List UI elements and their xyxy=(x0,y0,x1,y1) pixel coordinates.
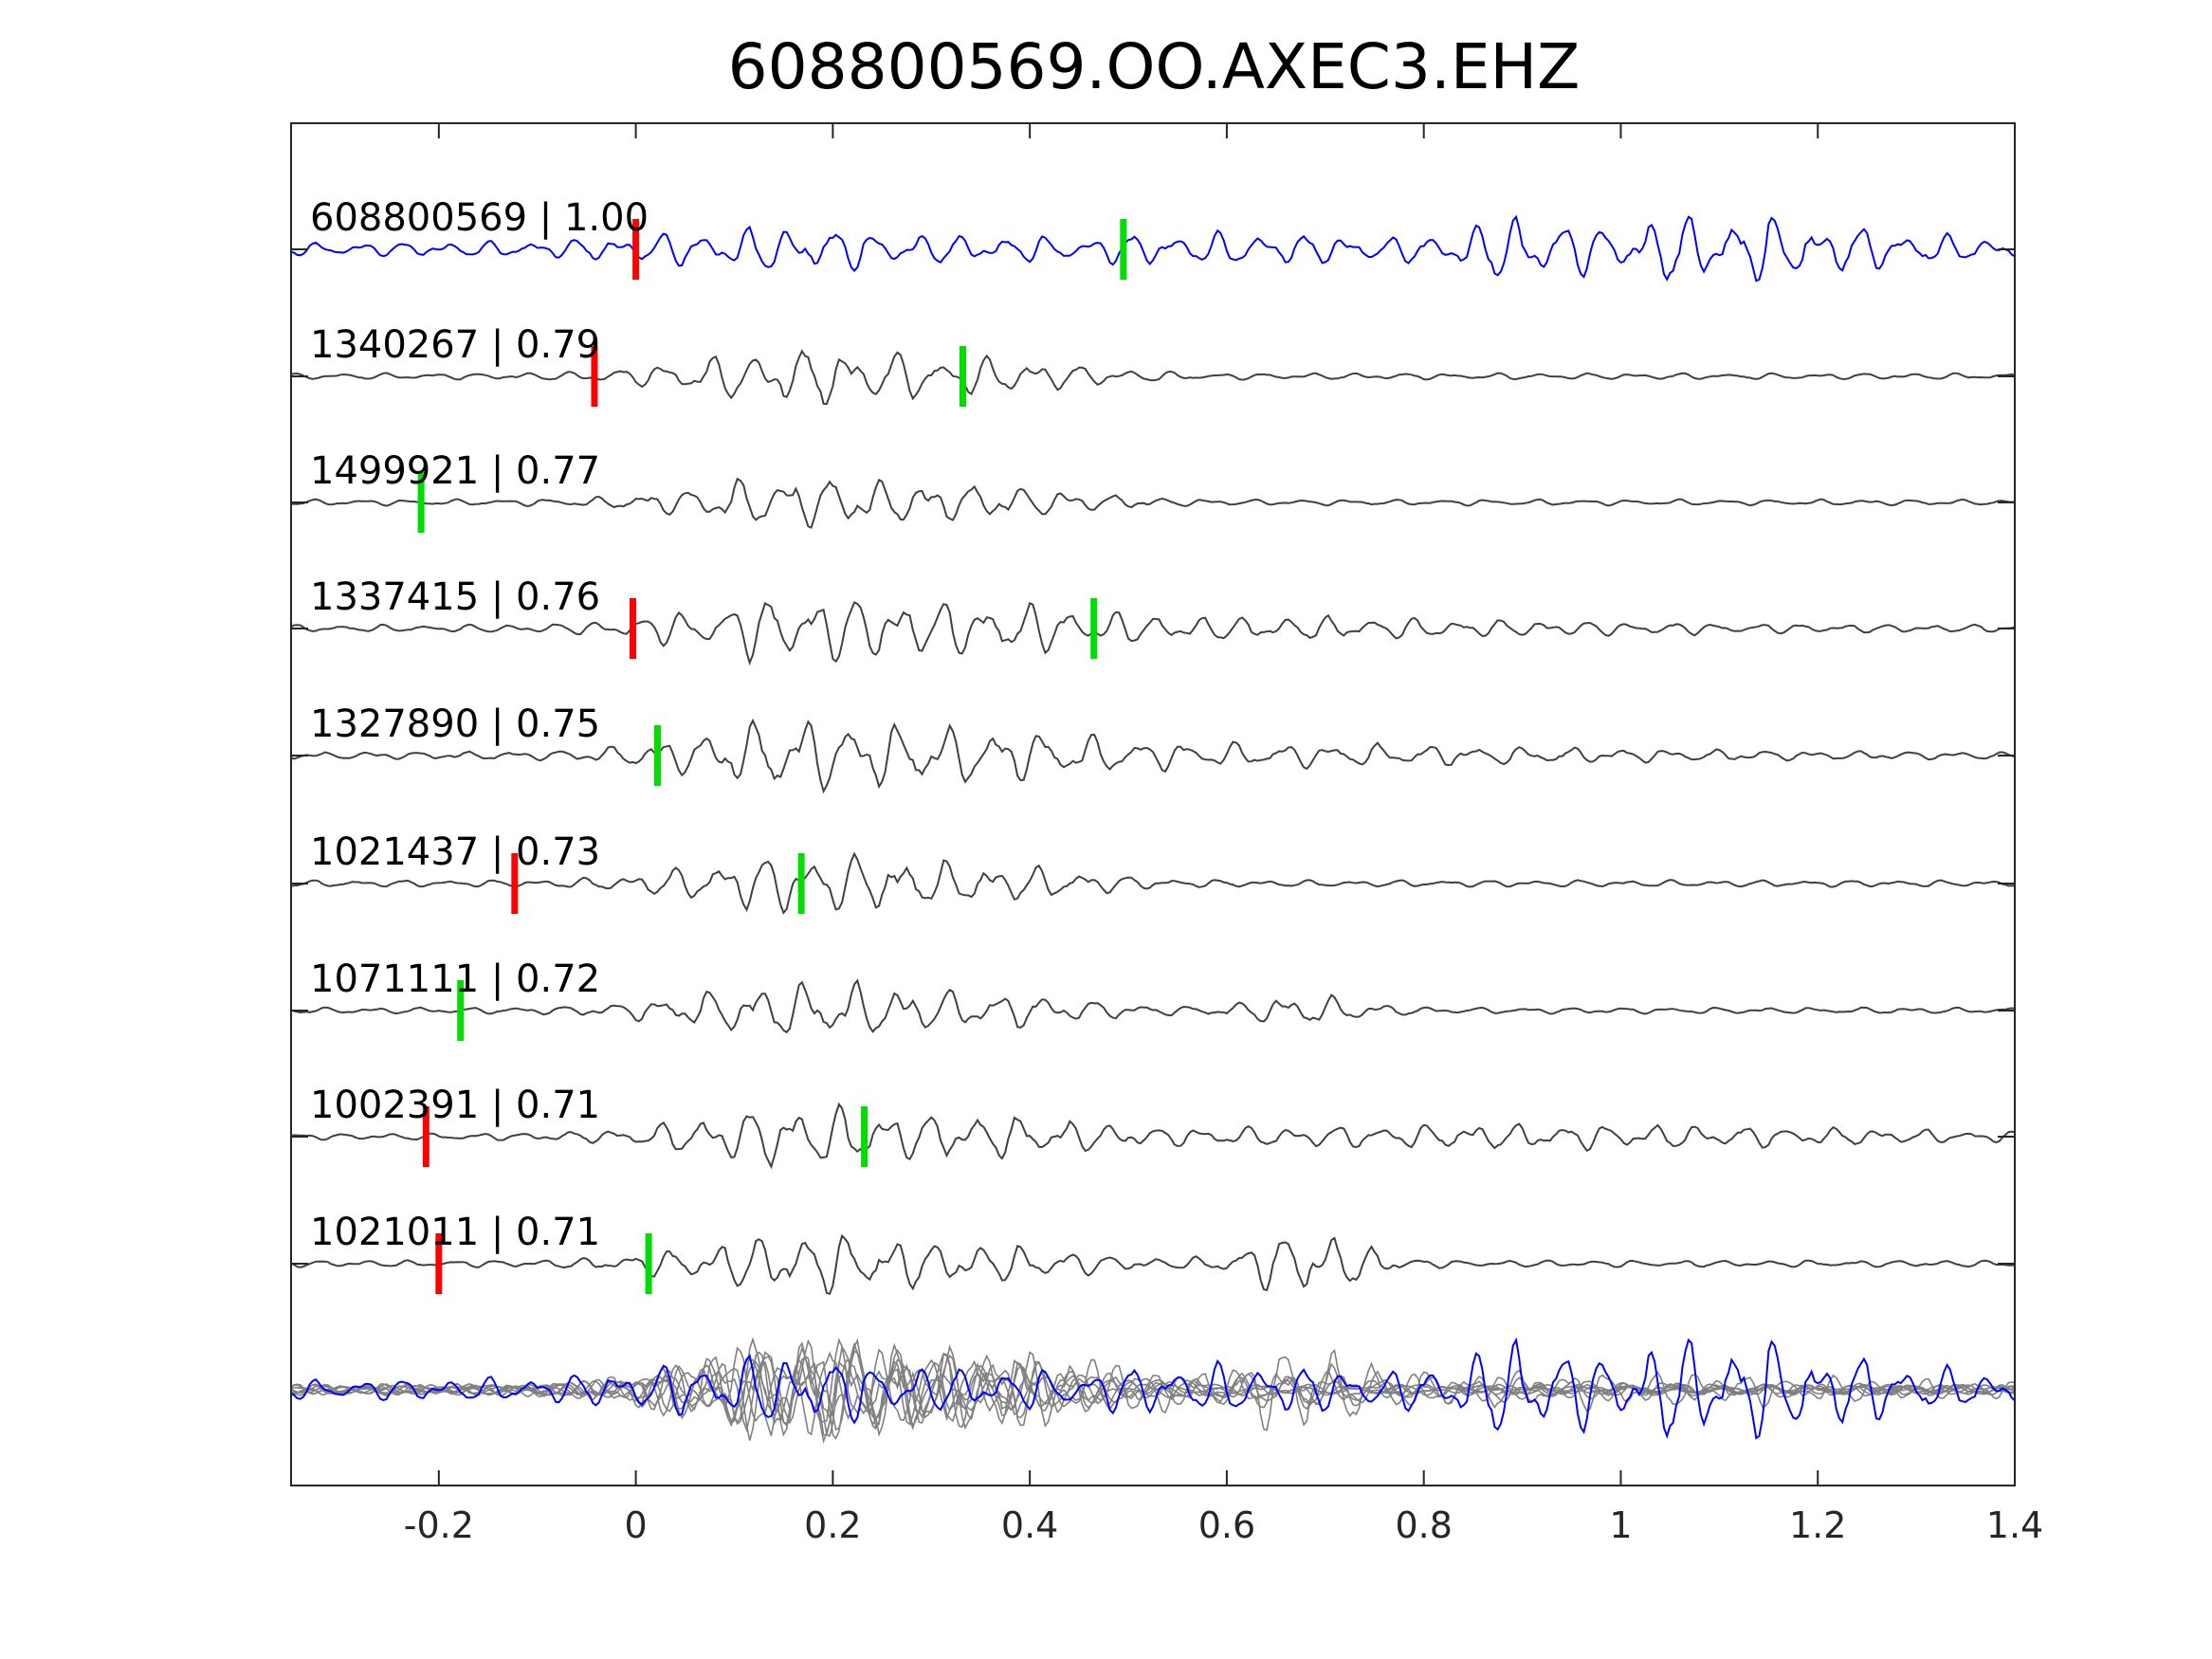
labels-layer: 608800569 | 1.00 1340267 | 0.79 1499921 | … xyxy=(310,196,649,1254)
trace-0 xyxy=(290,214,2016,283)
trace-4 xyxy=(290,718,2016,794)
overlay-trace-8 xyxy=(290,1344,2016,1437)
chart-title: 608800569.OO.AXEC3.EHZ xyxy=(728,30,1581,103)
overlay-trace-6 xyxy=(290,1338,2016,1427)
x-tick-label-2: 0.2 xyxy=(804,1504,861,1546)
overlay-layer xyxy=(290,1337,2016,1445)
x-tick-label-0: -0.2 xyxy=(404,1504,474,1546)
trace-1 xyxy=(290,349,2016,406)
x-tick-label-5: 0.8 xyxy=(1395,1504,1452,1546)
x-axis: -0.2 0 0.2 0.4 0.6 0.8 1 1.2 1.4 xyxy=(404,123,2043,1546)
trace-2 xyxy=(290,477,2015,529)
overlay-trace-4 xyxy=(290,1337,2016,1445)
trace-label-2: 1499921 | 0.77 xyxy=(310,449,600,493)
x-tick-label-3: 0.4 xyxy=(1001,1504,1058,1546)
trace-label-0: 608800569 | 1.00 xyxy=(310,196,649,240)
x-tick-label-7: 1.2 xyxy=(1789,1504,1846,1546)
trace-label-1: 1340267 | 0.79 xyxy=(310,323,600,367)
x-tick-label-6: 1 xyxy=(1609,1504,1632,1546)
trace-5 xyxy=(290,851,2016,915)
x-tick-label-8: 1.4 xyxy=(1986,1504,2043,1546)
plot-frame xyxy=(290,122,2016,1486)
trace-label-6: 1071111 | 0.72 xyxy=(310,957,600,1001)
overlay-trace-template xyxy=(290,1337,2016,1440)
trace-label-7: 1002391 | 0.71 xyxy=(310,1084,600,1127)
trace-label-8: 1021011 | 0.71 xyxy=(310,1211,600,1254)
x-tick-label-1: 0 xyxy=(625,1504,648,1546)
picks-layer xyxy=(417,219,1127,1294)
trace-7 xyxy=(290,1102,2016,1170)
x-tick-label-4: 0.6 xyxy=(1198,1504,1255,1546)
trace-label-3: 1337415 | 0.76 xyxy=(310,575,600,619)
trace-6 xyxy=(290,978,2016,1034)
trace-3 xyxy=(290,601,2016,666)
traces-layer xyxy=(290,214,2016,1296)
trace-8 xyxy=(290,1233,2015,1296)
trace-label-4: 1327890 | 0.75 xyxy=(310,702,600,746)
trace-label-5: 1021437 | 0.73 xyxy=(310,830,600,874)
